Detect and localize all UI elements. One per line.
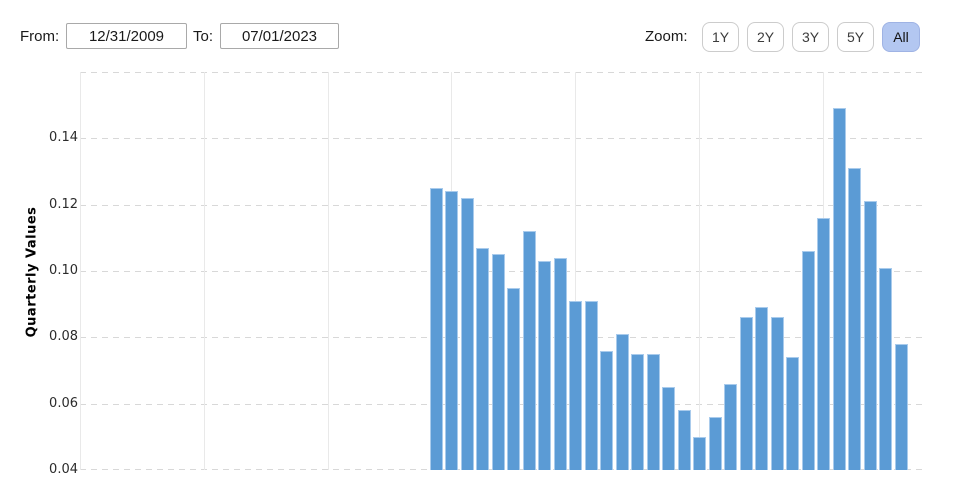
chart-bar[interactable]: [708, 416, 722, 470]
chart-bar[interactable]: [662, 387, 676, 470]
v-gridline: [575, 72, 577, 470]
chart-bar[interactable]: [615, 334, 629, 470]
zoom-5y-button[interactable]: 5Y: [837, 22, 874, 52]
chart-bar[interactable]: [460, 198, 474, 470]
chart-bar[interactable]: [491, 254, 505, 470]
chart-bar[interactable]: [476, 247, 490, 470]
v-gridline: [699, 72, 701, 470]
chart-bar[interactable]: [631, 353, 645, 470]
bar-chart: Quarterly Values 0.14 0.12 0.10 0.08 0.06 0.0…: [0, 60, 961, 487]
chart-bar[interactable]: [832, 108, 846, 470]
chart-bar[interactable]: [786, 357, 800, 470]
y-tick-label: 0.14: [49, 130, 78, 146]
h-gridline: [80, 204, 926, 206]
y-tick-label: 0.12: [49, 196, 78, 212]
v-gridline: [327, 72, 329, 470]
h-gridline: [80, 138, 926, 140]
y-tick-label: 0.04: [49, 462, 78, 477]
from-label: From:: [20, 28, 60, 45]
to-date-input[interactable]: [220, 23, 339, 49]
chart-bar[interactable]: [739, 317, 753, 470]
chart-bar[interactable]: [553, 257, 567, 470]
y-tick-label: 0.08: [49, 329, 78, 345]
v-gridline: [203, 72, 205, 470]
chart-bar[interactable]: [879, 267, 893, 470]
zoom-all-button[interactable]: All: [882, 22, 920, 52]
chart-bar[interactable]: [569, 300, 583, 470]
from-date-input[interactable]: [66, 23, 187, 49]
chart-bar[interactable]: [817, 217, 831, 470]
zoom-3y-button[interactable]: 3Y: [792, 22, 829, 52]
chart-bar[interactable]: [863, 201, 877, 470]
plot-area: [80, 72, 926, 470]
chart-bar[interactable]: [755, 307, 769, 470]
v-gridline: [80, 72, 81, 470]
chart-bar[interactable]: [677, 410, 691, 470]
chart-bar[interactable]: [770, 317, 784, 470]
chart-bar[interactable]: [522, 231, 536, 470]
chart-bar[interactable]: [538, 261, 552, 470]
chart-bar[interactable]: [445, 191, 459, 470]
chart-bar[interactable]: [848, 168, 862, 470]
chart-bar[interactable]: [801, 251, 815, 470]
y-tick-label: 0.06: [49, 395, 78, 411]
chart-bar[interactable]: [646, 353, 660, 470]
zoom-label: Zoom:: [645, 28, 688, 45]
chart-bar[interactable]: [600, 350, 614, 470]
chart-bar[interactable]: [693, 436, 707, 470]
chart-bar[interactable]: [584, 300, 598, 470]
zoom-1y-button[interactable]: 1Y: [702, 22, 739, 52]
chart-bar[interactable]: [894, 343, 908, 470]
chart-bar[interactable]: [507, 287, 521, 470]
h-gridline: [80, 72, 926, 73]
zoom-2y-button[interactable]: 2Y: [747, 22, 784, 52]
to-label: To:: [193, 28, 214, 45]
chart-bar[interactable]: [430, 188, 443, 470]
chart-bar[interactable]: [724, 383, 738, 470]
y-tick-label: 0.10: [49, 263, 78, 278]
